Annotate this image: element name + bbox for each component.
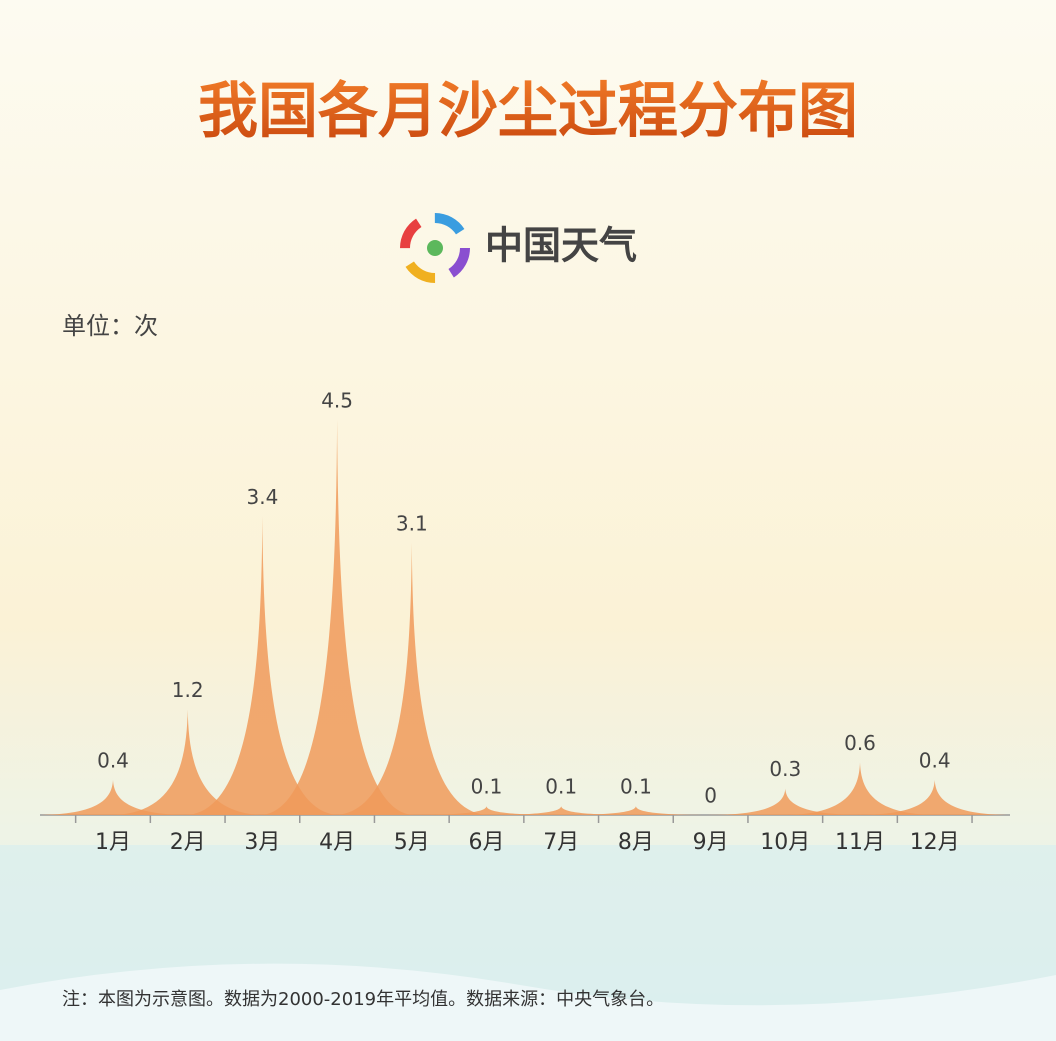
x-tick-label: 12月 — [910, 830, 960, 855]
logo-petal — [400, 213, 470, 283]
x-tick-label: 6月 — [469, 830, 505, 855]
spike — [856, 779, 1013, 815]
x-tick-label: 10月 — [760, 830, 810, 855]
logo-center — [427, 240, 443, 256]
value-label: 0.6 — [844, 731, 876, 755]
value-label: 0 — [704, 784, 717, 808]
x-tick-label: 9月 — [693, 830, 729, 855]
chart-title: 我国各月沙尘过程分布图 — [198, 77, 858, 147]
x-tick-label: 7月 — [543, 830, 579, 855]
value-label: 3.1 — [396, 511, 428, 535]
logo-icon — [400, 213, 470, 283]
value-label: 3.4 — [246, 485, 278, 509]
spike — [782, 762, 938, 815]
spike — [184, 516, 341, 815]
x-tick-label: 1月 — [95, 830, 131, 855]
logo-petal — [400, 213, 470, 283]
x-tick-label: 4月 — [319, 830, 355, 855]
spike — [333, 542, 490, 815]
value-label: 0.1 — [471, 775, 503, 799]
value-label: 1.2 — [172, 678, 204, 702]
spike — [707, 788, 864, 815]
spike — [259, 419, 416, 815]
x-tick-label: 5月 — [394, 830, 430, 855]
x-tick-label: 11月 — [835, 830, 885, 855]
spike — [483, 806, 640, 815]
value-label: 0.1 — [620, 775, 652, 799]
value-label: 0.1 — [545, 775, 577, 799]
unit-label: 单位：次 — [62, 312, 158, 340]
logo-petal — [400, 213, 470, 283]
spike — [408, 806, 565, 815]
logo-petal — [400, 213, 470, 283]
x-tick-label: 3月 — [244, 830, 280, 855]
x-tick-label: 2月 — [170, 830, 206, 855]
spike — [35, 779, 191, 815]
spike — [557, 806, 714, 815]
value-label: 0.4 — [919, 748, 951, 772]
value-label: 0.3 — [769, 757, 801, 781]
value-label: 0.4 — [97, 748, 129, 772]
footnote: 注：本图为示意图。数据为2000-2019年平均值。数据来源：中央气象台。 — [62, 989, 664, 1010]
spike — [109, 709, 266, 815]
x-tick-label: 8月 — [618, 830, 654, 855]
wave — [0, 963, 1056, 1041]
value-label: 4.5 — [321, 388, 353, 412]
logo-text: 中国天气 — [485, 224, 637, 268]
